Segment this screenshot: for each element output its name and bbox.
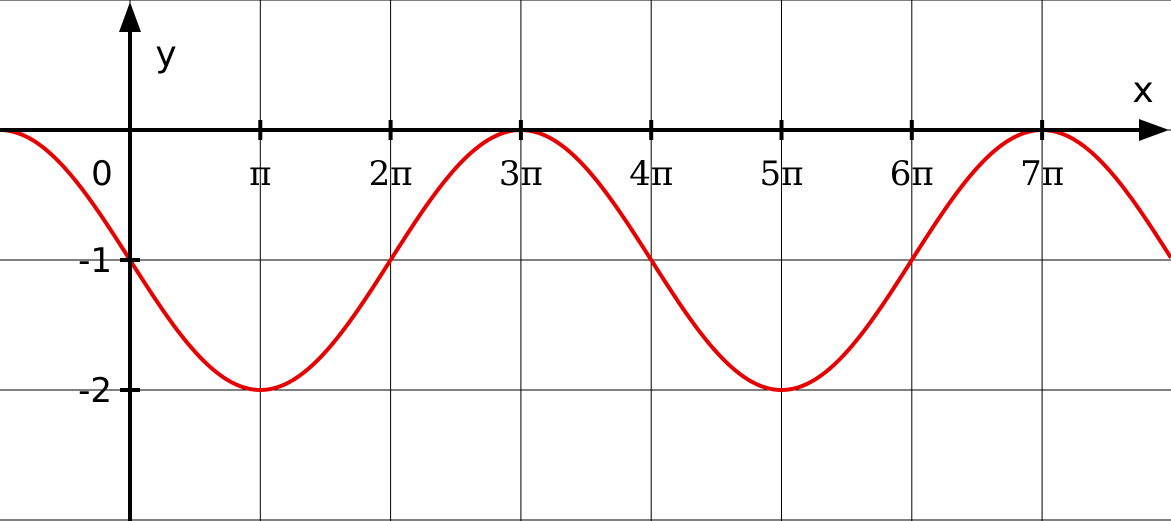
- x-tick-label: 7π: [1020, 154, 1064, 194]
- x-tick-label: 4π: [629, 154, 673, 194]
- x-tick-label: 6π: [890, 154, 934, 194]
- x-axis-label: x: [1132, 70, 1153, 111]
- y-tick-label: -2: [78, 371, 112, 411]
- y-axis-arrowhead: [119, 2, 141, 32]
- y-axis-label: y: [155, 34, 176, 75]
- x-tick-label: 2π: [369, 154, 413, 194]
- y-tick-label: -1: [78, 241, 112, 281]
- x-axis-arrowhead: [1139, 119, 1169, 141]
- x-tick-label: π: [249, 154, 271, 194]
- origin-label: 0: [91, 154, 113, 194]
- ticks: π 2π 3π 4π 5π 6π 7π -1 -2: [78, 120, 1064, 411]
- x-tick-label: 5π: [760, 154, 804, 194]
- x-tick-label: 3π: [499, 154, 543, 194]
